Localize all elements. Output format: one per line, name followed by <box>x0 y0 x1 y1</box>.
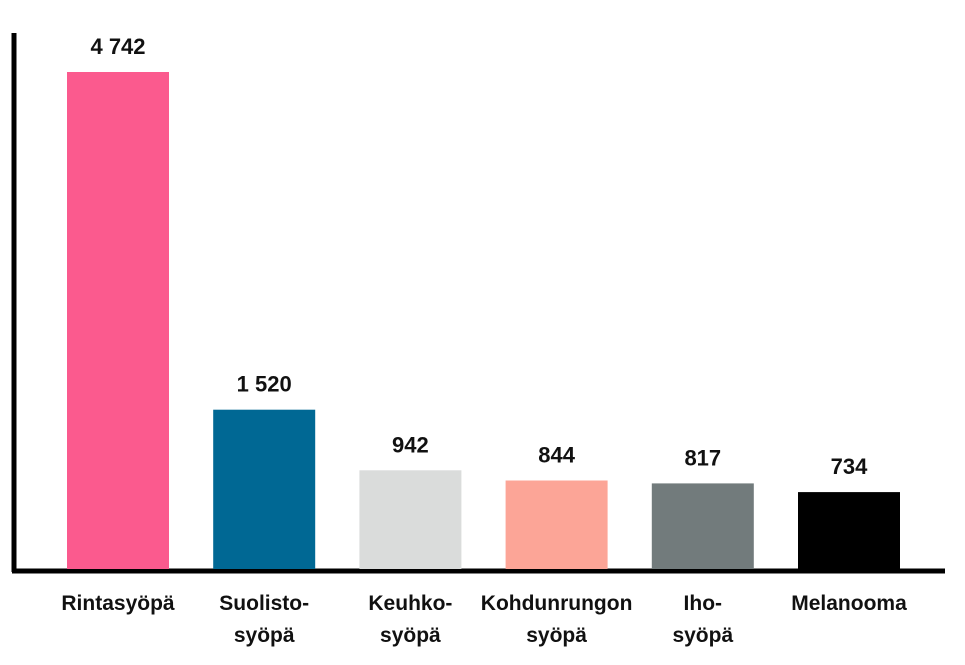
bar-2 <box>213 409 316 569</box>
category-label-line: Iho- <box>684 592 722 615</box>
bar-4 <box>505 480 608 569</box>
value-label-3: 942 <box>392 432 429 457</box>
value-label-5: 817 <box>684 445 721 470</box>
category-label-line: Kohdunrungon <box>481 592 633 615</box>
category-label-4: Kohdunrungon syöpä <box>481 592 633 647</box>
bar-5 <box>651 483 754 569</box>
value-label-1: 4 742 <box>90 34 145 59</box>
category-label-line: Melanooma <box>791 592 907 615</box>
category-label-6: Melanooma <box>791 592 907 615</box>
value-label-2: 1 520 <box>237 372 292 397</box>
category-label-line: syöpä <box>234 624 295 647</box>
category-label-line: syöpä <box>672 624 733 647</box>
category-label-2: Suolisto-syöpä <box>219 592 309 647</box>
category-labels-group: Rintasyöpä Suolisto-syöpäKeuhko-syöpäKohd… <box>61 592 907 647</box>
bar-3 <box>359 470 462 569</box>
value-labels-group: 4 742 1 520 942 844 817 734 <box>90 34 868 479</box>
category-label-1: Rintasyöpä <box>61 592 175 615</box>
category-label-line: Keuhko- <box>368 592 452 615</box>
value-label-4: 844 <box>538 443 575 468</box>
category-label-line: Suolisto- <box>219 592 309 615</box>
bar-6 <box>798 492 900 569</box>
category-label-5: Iho-syöpä <box>672 592 733 647</box>
category-label-3: Keuhko-syöpä <box>368 592 452 647</box>
value-label-6: 734 <box>831 454 868 479</box>
bar-1 <box>67 72 169 569</box>
category-label-line: Rintasyöpä <box>61 592 175 615</box>
category-label-line: syöpä <box>526 624 587 647</box>
category-label-line: syöpä <box>380 624 441 647</box>
bars-group <box>67 72 900 569</box>
